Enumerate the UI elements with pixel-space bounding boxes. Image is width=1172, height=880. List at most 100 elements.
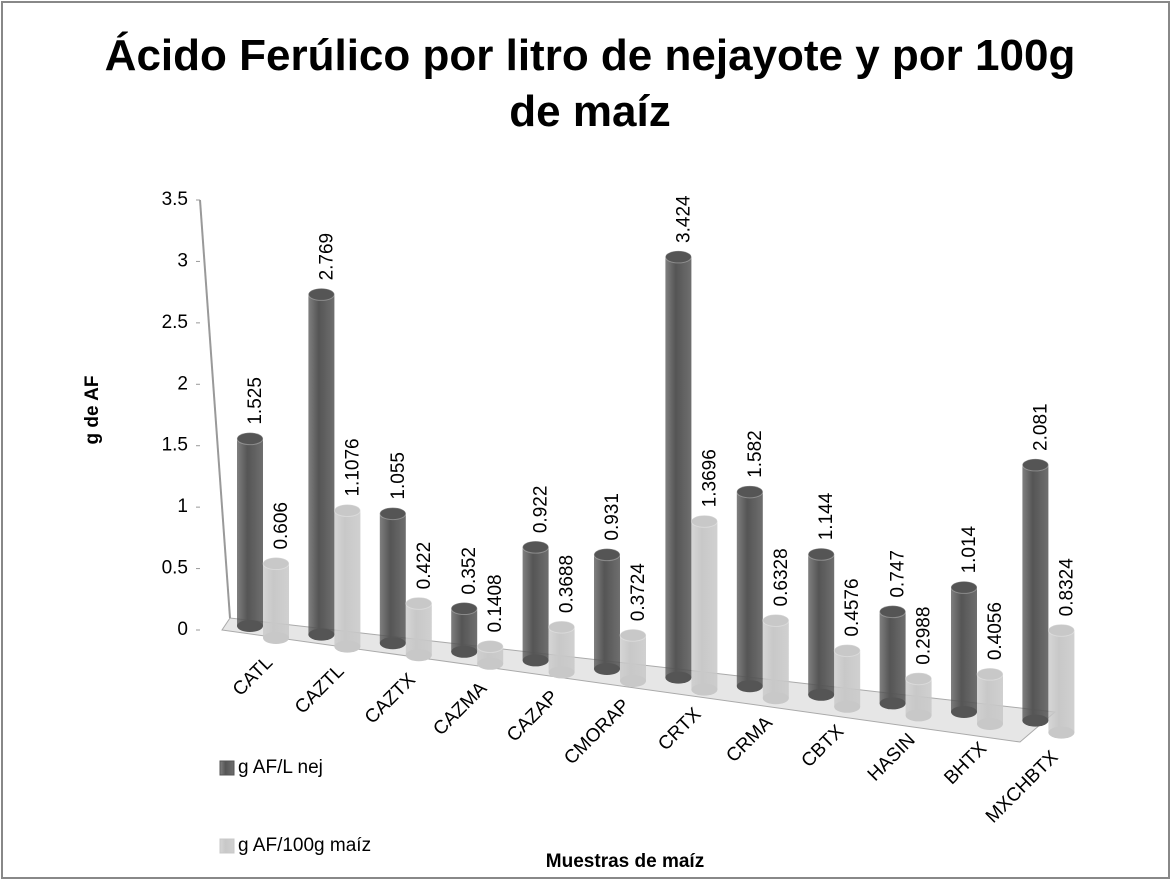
- legend-label: g AF/L nej: [238, 757, 323, 778]
- bar: [262, 557, 290, 644]
- bar-top: [736, 485, 764, 499]
- bar-body: [334, 510, 361, 647]
- data-label: 3.424: [673, 195, 694, 243]
- bar: [593, 548, 621, 675]
- bar: [379, 507, 407, 650]
- legend-swatch: [219, 760, 235, 776]
- data-label: 1.055: [388, 452, 409, 500]
- bar-top: [593, 548, 621, 562]
- bar-top: [905, 672, 933, 686]
- bar: [307, 287, 335, 641]
- bar-body: [834, 650, 861, 707]
- bar: [1021, 458, 1049, 727]
- data-label: 1.014: [959, 525, 980, 573]
- bar-top: [950, 580, 978, 594]
- bar-body: [620, 635, 646, 681]
- bar-top: [476, 640, 504, 654]
- bar-top: [450, 602, 478, 616]
- bar: [833, 644, 861, 713]
- bar-top: [405, 596, 433, 610]
- bar-body: [736, 491, 763, 687]
- y-tick-label: 0: [177, 619, 188, 640]
- bar-top: [690, 514, 718, 528]
- bar-body: [451, 608, 478, 652]
- bar: [664, 250, 692, 684]
- bar: [522, 540, 550, 667]
- data-label: 0.1408: [485, 574, 506, 632]
- data-label: 2.769: [316, 233, 337, 281]
- data-label: 1.3696: [699, 449, 720, 507]
- bar: [950, 580, 978, 718]
- legend-label: g AF/100g maíz: [238, 835, 371, 856]
- bar-body: [951, 587, 977, 712]
- data-label: 0.3724: [628, 563, 649, 622]
- bar: [690, 514, 718, 696]
- y-tick-label: 0.5: [162, 558, 188, 579]
- bar: [405, 596, 433, 662]
- data-label: 1.1076: [342, 438, 363, 496]
- bar-top: [236, 432, 264, 446]
- data-label: 1.582: [745, 430, 766, 478]
- bar-top: [976, 667, 1004, 681]
- data-label: 0.4056: [985, 602, 1006, 660]
- bar-body: [808, 554, 835, 695]
- bar: [450, 602, 478, 658]
- data-label: 0.6328: [771, 548, 792, 606]
- data-label: 1.525: [245, 377, 266, 425]
- bar-body: [308, 294, 335, 635]
- bar-body: [1048, 630, 1075, 733]
- data-label: 0.3688: [557, 555, 578, 613]
- x-axis-title: Muestras de maíz: [546, 851, 704, 872]
- bar-body: [237, 438, 263, 626]
- data-label: 0.4576: [842, 578, 863, 636]
- bar-top: [762, 613, 790, 627]
- data-label: 0.747: [888, 550, 909, 598]
- bar-top: [333, 504, 361, 518]
- bar-body: [1022, 464, 1049, 721]
- data-label: 0.2988: [914, 607, 935, 665]
- y-tick-label: 3: [177, 250, 188, 271]
- y-tick-label: 1: [177, 496, 188, 517]
- y-axis-line: [199, 199, 231, 619]
- bar-body: [405, 603, 432, 656]
- bar: [807, 547, 835, 701]
- bar: [548, 620, 576, 679]
- bar-top: [664, 250, 692, 264]
- bar: [762, 613, 790, 705]
- bar: [236, 432, 264, 632]
- y-tick-label: 2.5: [162, 312, 188, 333]
- data-label: 0.606: [271, 502, 292, 550]
- bar-top: [619, 628, 647, 642]
- bar-body: [691, 521, 718, 690]
- bar-body: [977, 674, 1003, 724]
- y-tick-label: 2: [177, 373, 188, 394]
- bar-top: [807, 547, 835, 561]
- bar: [619, 628, 647, 687]
- bar-top: [379, 507, 407, 521]
- bar-body: [379, 513, 406, 644]
- bar: [736, 485, 764, 693]
- bar-top: [262, 557, 290, 571]
- bar-top: [1021, 458, 1049, 472]
- bar-body: [594, 554, 620, 669]
- legend-swatch: [219, 838, 235, 854]
- bar-body: [762, 620, 789, 699]
- bar-body: [905, 678, 932, 716]
- bar: [879, 605, 907, 710]
- data-label: 0.8324: [1056, 558, 1077, 617]
- data-label: 0.931: [602, 493, 623, 541]
- data-label: 1.144: [816, 492, 837, 540]
- y-tick-label: 3.5: [162, 189, 188, 210]
- bar-top: [548, 620, 576, 634]
- bar: [976, 667, 1004, 730]
- bar-body: [522, 547, 549, 661]
- bar-top: [307, 287, 335, 301]
- bar-body: [263, 563, 289, 638]
- data-label: 2.081: [1030, 403, 1051, 451]
- data-label: 0.422: [414, 542, 435, 590]
- bar: [1047, 623, 1075, 739]
- y-tick-label: 1.5: [162, 435, 188, 456]
- bar-top: [1047, 623, 1075, 637]
